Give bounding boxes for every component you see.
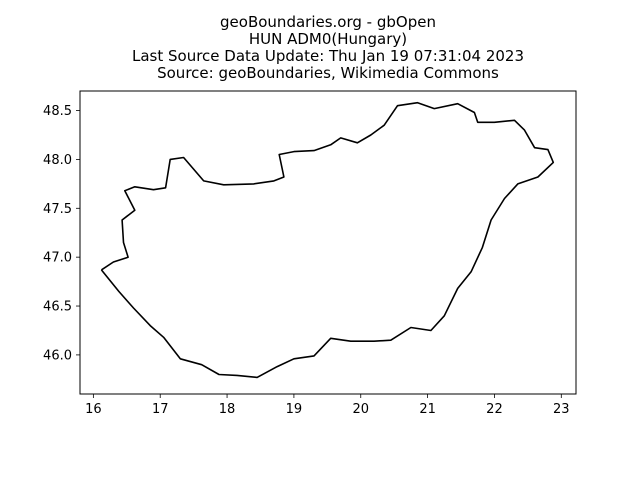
title-line-2: HUN ADM0(Hungary): [248, 30, 408, 48]
map-title: geoBoundaries.org - gbOpen HUN ADM0(Hung…: [0, 14, 640, 82]
x-tick-label: 20: [352, 402, 369, 417]
y-axis: 46.0 46.5 47.0 47.5 48.0 48.5: [43, 104, 80, 363]
x-tick-label: 23: [553, 402, 570, 417]
x-tick-label: 19: [286, 402, 303, 417]
x-tick-label: 16: [85, 402, 102, 417]
title-line-1: geoBoundaries.org - gbOpen: [220, 13, 436, 31]
x-tick-label: 17: [152, 402, 169, 417]
x-axis: 16 17 18 19 20 21 22 23: [85, 394, 570, 417]
y-tick-label: 48.0: [43, 153, 72, 168]
title-line-3: Last Source Data Update: Thu Jan 19 07:3…: [131, 47, 525, 65]
plot-frame: [79, 90, 577, 395]
y-tick-label: 47.0: [43, 251, 72, 266]
x-tick-label: 21: [419, 402, 436, 417]
x-tick-label: 18: [219, 402, 236, 417]
country-boundary: [100, 101, 555, 379]
y-tick-label: 46.5: [43, 300, 72, 315]
y-tick-label: 46.0: [43, 348, 72, 363]
boundary-layer: [100, 101, 555, 379]
x-tick-label: 22: [486, 402, 503, 417]
y-tick-label: 47.5: [43, 202, 72, 217]
title-line-4: Source: geoBoundaries, Wikimedia Commons: [157, 64, 499, 82]
y-tick-label: 48.5: [43, 104, 72, 119]
